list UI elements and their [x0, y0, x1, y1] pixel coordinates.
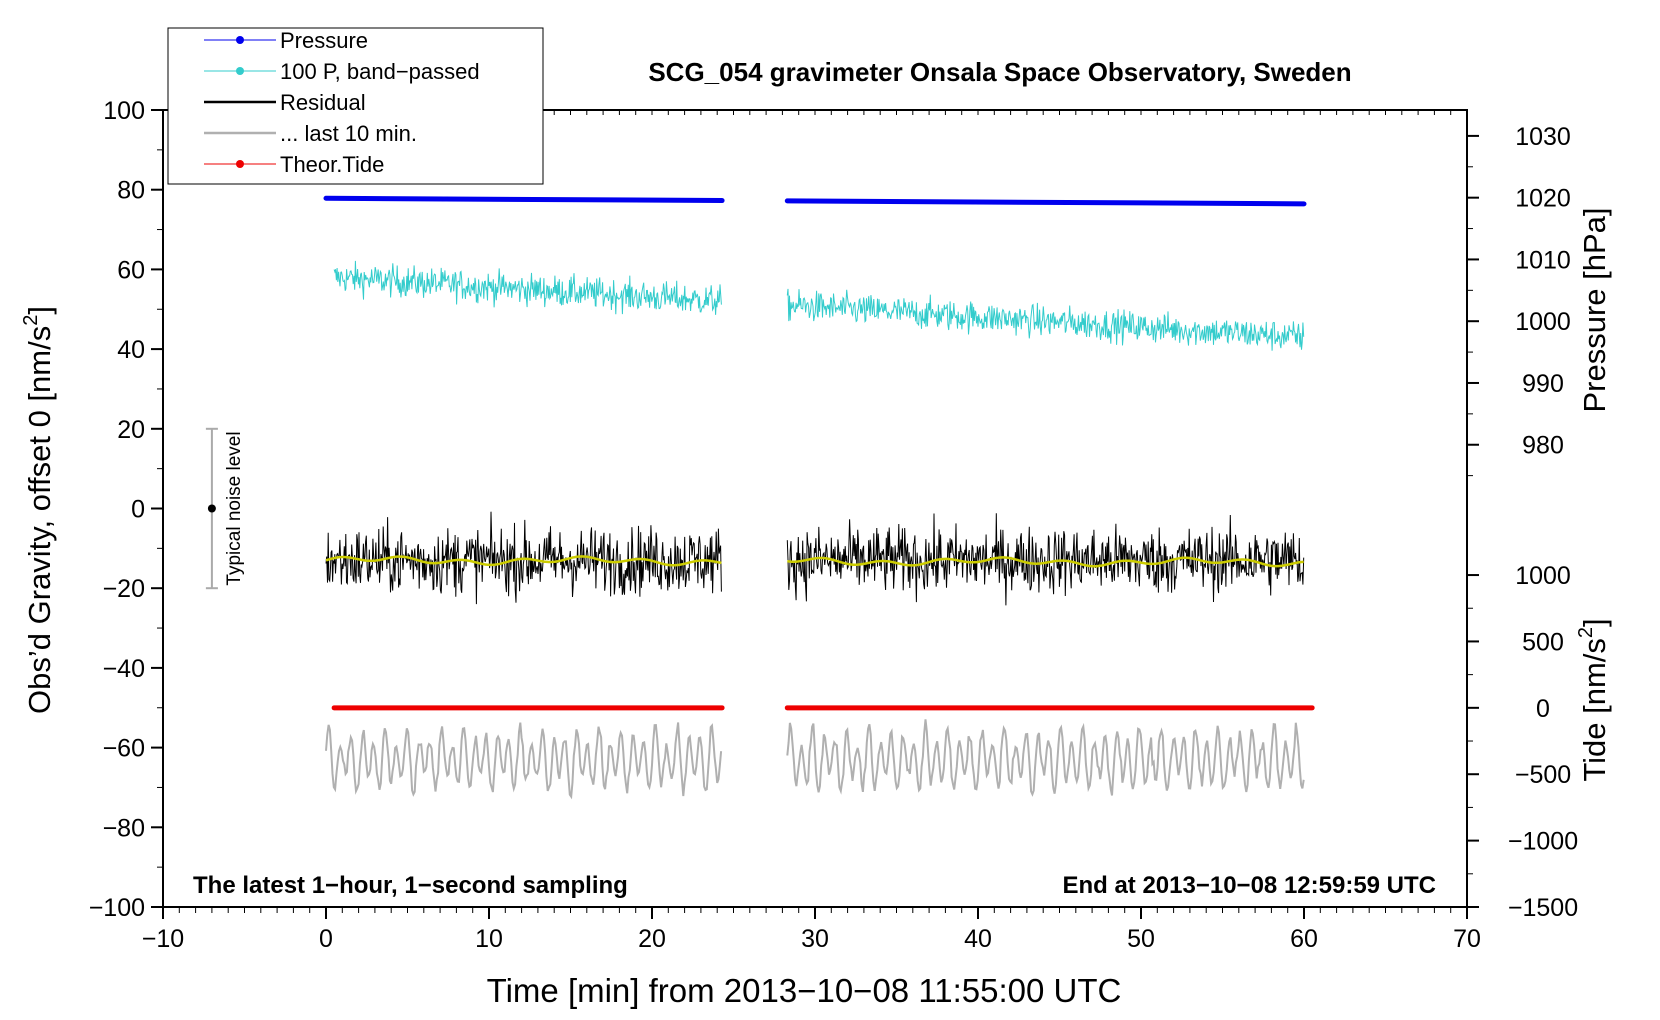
x-tick-label: 20 — [638, 925, 666, 953]
y-tick-label: −20 — [103, 575, 145, 603]
y-tick-label: 100 — [103, 97, 145, 125]
series-line — [787, 556, 1304, 568]
x-tick-label: −10 — [142, 925, 184, 953]
series-line — [323, 195, 725, 204]
noise-label: Typical noise level — [224, 431, 245, 585]
y-axis-label-tide: Tide [nm/s2] — [1575, 618, 1612, 781]
x-tick-label: 30 — [801, 925, 829, 953]
x-axis-label: Time [min] from 2013−10−08 11:55:00 UTC — [487, 972, 1122, 1009]
x-tick-label: 40 — [964, 925, 992, 953]
x-tick-label: 70 — [1453, 925, 1481, 953]
series-line — [325, 511, 722, 605]
pressure-tick-label: 1030 — [1515, 123, 1571, 151]
tide-tick-label: −1000 — [1508, 828, 1578, 856]
y-tick-label: −80 — [103, 814, 145, 842]
pressure-tick-label: 1020 — [1515, 185, 1571, 213]
tide-tick-label: −1500 — [1508, 894, 1578, 922]
legend-label: Pressure — [280, 28, 368, 53]
tide-tick-label: 0 — [1536, 695, 1550, 723]
y-axis-label-left: Obs’d Gravity, offset 0 [nm/s2] — [20, 306, 57, 714]
y-tick-label: −100 — [89, 894, 145, 922]
y-tick-label: 0 — [131, 496, 145, 524]
x-tick-label: 50 — [1127, 925, 1155, 953]
legend-entry: ... last 10 min. — [204, 121, 417, 146]
noise-indicator: Typical noise level — [205, 427, 245, 590]
series-line — [784, 198, 1307, 207]
x-tick-label: 0 — [319, 925, 333, 953]
legend-marker — [236, 160, 244, 168]
y-axis-label-pressure: Pressure [hPa] — [1577, 207, 1612, 412]
legend: Pressure 100 P, band−passed Residual ... la… — [167, 27, 544, 185]
series--last-10-min- — [325, 719, 1305, 800]
y-tick-label: 60 — [117, 256, 145, 284]
y-tick-label: 80 — [117, 177, 145, 205]
y-tick-label: −40 — [103, 655, 145, 683]
annotation-bottom-right: End at 2013−10−08 12:59:59 UTC — [1062, 872, 1436, 899]
pressure-tick-label: 990 — [1522, 370, 1564, 398]
tide-tick-label: 500 — [1522, 628, 1564, 656]
series-line — [325, 722, 723, 800]
legend-box — [167, 27, 544, 185]
series-100-p-band-passed — [333, 260, 1305, 351]
y-tick-label: 20 — [117, 416, 145, 444]
legend-entry: Theor.Tide — [204, 152, 384, 177]
tide-tick-label: −500 — [1515, 761, 1571, 789]
y-tick-label: 40 — [117, 336, 145, 364]
series-pressure — [323, 195, 1307, 207]
pressure-tick-label: 1010 — [1515, 246, 1571, 274]
legend-label: 100 P, band−passed — [280, 59, 480, 84]
legend-entry: 100 P, band−passed — [204, 59, 480, 84]
legend-label: Theor.Tide — [280, 152, 384, 177]
annotation-bottom-left: The latest 1−hour, 1−second sampling — [193, 872, 628, 899]
series-line — [325, 555, 722, 567]
x-tick-label: 10 — [475, 925, 503, 953]
legend-marker — [236, 36, 244, 44]
legend-entry: Pressure — [204, 28, 368, 53]
legend-label: Residual — [280, 90, 366, 115]
pressure-tick-label: 980 — [1522, 432, 1564, 460]
series-line — [786, 288, 1305, 351]
noise-center-dot — [207, 504, 216, 513]
data-layer — [323, 195, 1315, 800]
y-axis-right: 980 990 1000 1010 1020 1030 −1500 −1000 −500 0 500… — [1467, 123, 1578, 922]
series-residual-smoothed — [325, 555, 1304, 568]
series-line — [333, 260, 722, 315]
chart-title: SCG_054 gravimeter Onsala Space Observat… — [648, 57, 1351, 87]
legend-label: ... last 10 min. — [280, 121, 417, 146]
tide-tick-label: 1000 — [1515, 562, 1571, 590]
x-axis: −10 0 10 20 30 40 50 60 70 — [142, 110, 1481, 953]
series-residual — [325, 511, 1305, 606]
series-line — [786, 719, 1305, 797]
series-line — [786, 513, 1305, 606]
y-axis-left: −100 −80 −60 −40 −20 0 20 40 60 80 100 — [89, 97, 163, 922]
x-tick-label: 60 — [1290, 925, 1318, 953]
pressure-tick-label: 1000 — [1515, 308, 1571, 336]
legend-marker — [236, 67, 244, 75]
plot-frame — [162, 109, 1468, 908]
y-tick-label: −60 — [103, 735, 145, 763]
legend-entry: Residual — [204, 90, 366, 115]
